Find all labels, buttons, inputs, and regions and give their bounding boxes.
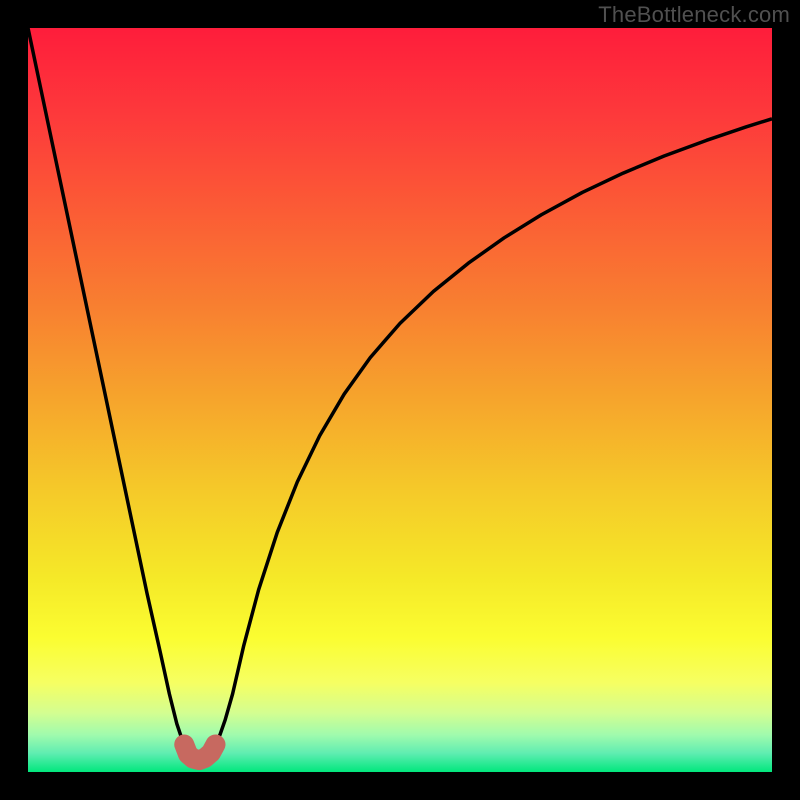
plot-background: [28, 28, 772, 772]
bottleneck-chart: [0, 0, 800, 800]
watermark-text: TheBottleneck.com: [598, 2, 790, 28]
chart-container: TheBottleneck.com: [0, 0, 800, 800]
